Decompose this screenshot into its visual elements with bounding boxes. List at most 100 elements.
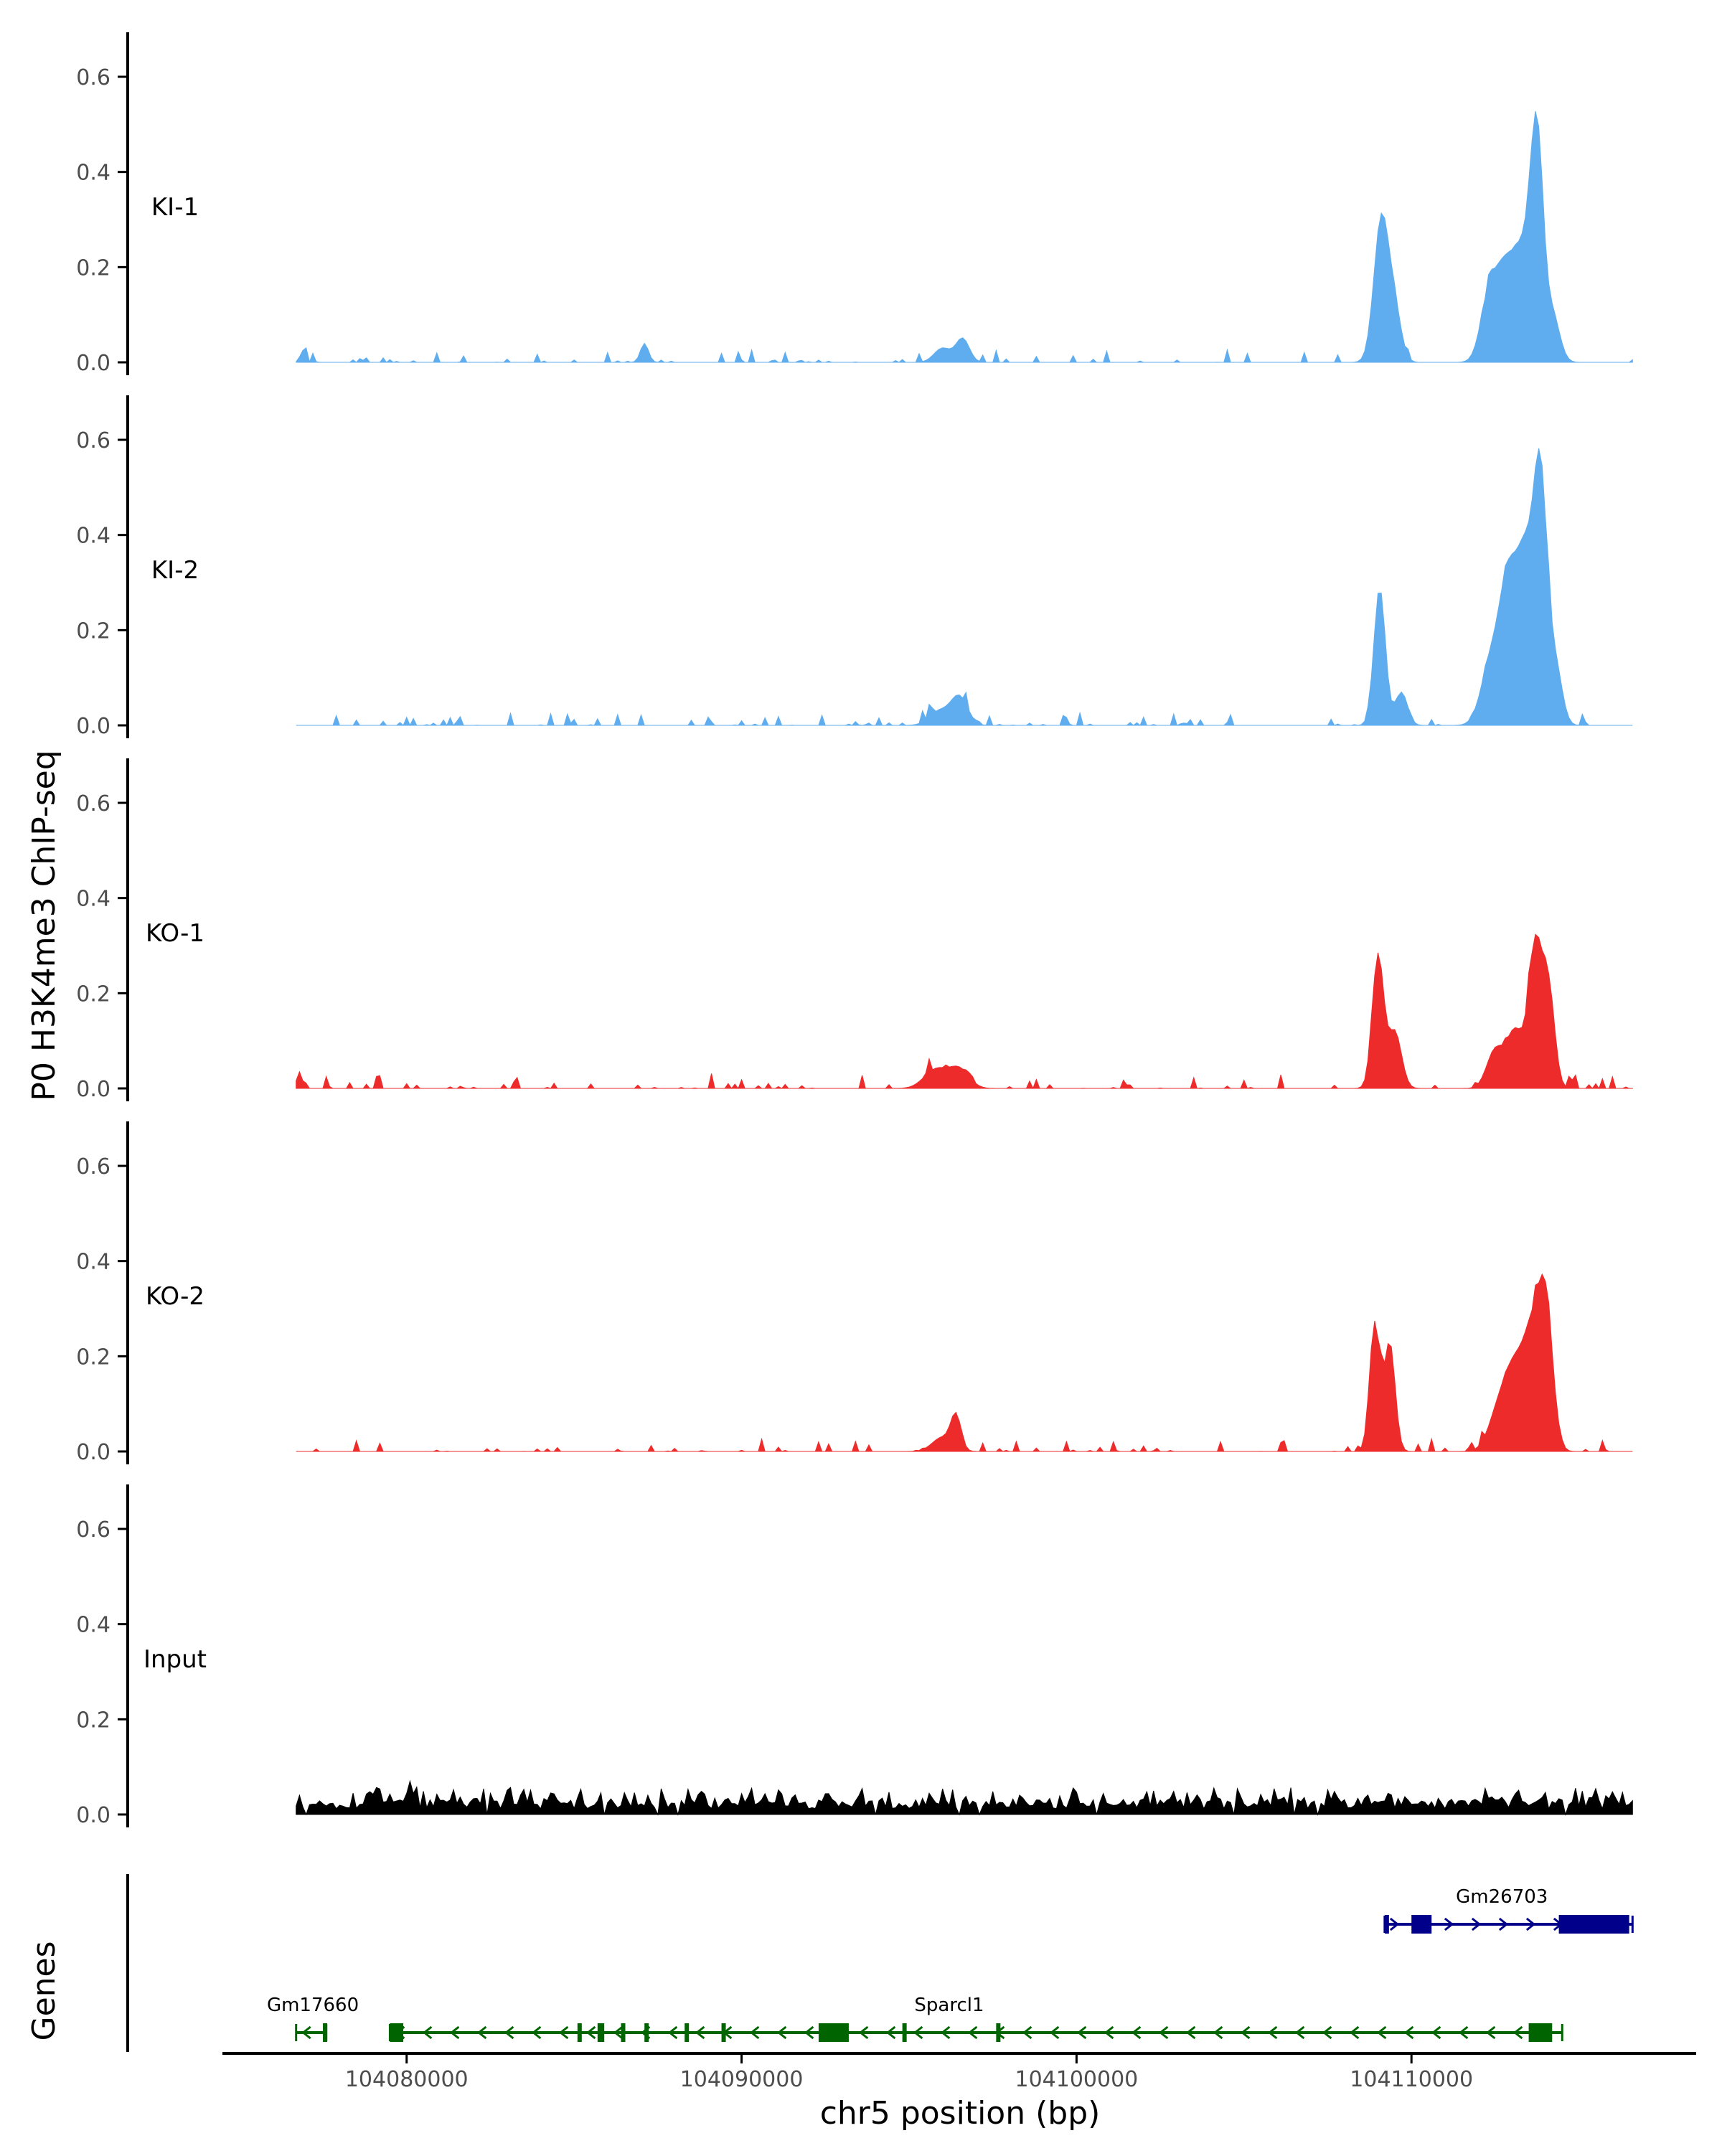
track-ki-2: 0.0 0.2 0.4 0.6 KI-2 — [76, 395, 1633, 739]
y-tick-label: 0.4 — [76, 524, 110, 549]
strand-arrow — [450, 2025, 460, 2040]
strand-arrow — [1389, 1917, 1400, 1931]
track-label: KO-1 — [146, 919, 204, 948]
track-ko-1: 0.0 0.2 0.4 0.6 KO-1 — [76, 758, 1633, 1102]
y-tick-label: 0.6 — [76, 791, 110, 816]
x-tick-label: 104110000 — [1350, 2067, 1473, 2092]
strand-arrow — [1525, 1917, 1536, 1931]
exon — [1528, 2023, 1553, 2042]
strand-arrow — [586, 2025, 596, 2040]
strand-arrow — [1444, 1917, 1454, 1931]
gene-name: Gm26703 — [1456, 1886, 1548, 1908]
y-tick-label: 0.4 — [76, 1613, 110, 1638]
gene-gm26703: Gm26703 — [1383, 1886, 1634, 1934]
track-input: 0.0 0.2 0.4 0.6 Input — [76, 1484, 1633, 1828]
y-tick-label: 0.2 — [76, 618, 110, 644]
strand-arrow — [859, 2025, 869, 2040]
strand-arrow — [1498, 1917, 1509, 1931]
strand-arrow — [532, 2025, 542, 2040]
strand-arrow — [504, 2025, 514, 2040]
signal-tracks: 0.00.20.40.6KI-10.00.20.40.6KI-20.00.20.… — [76, 32, 1633, 1828]
strand-arrow — [968, 2025, 978, 2040]
strand-arrow — [1131, 2025, 1142, 2040]
strand-arrow — [1377, 2025, 1387, 2040]
y-tick-label: 0.2 — [76, 1345, 110, 1370]
gene-sparcl1: Sparcl1 — [388, 1995, 1563, 2042]
strand-arrow — [1077, 2025, 1087, 2040]
x-tick-label: 104090000 — [680, 2067, 804, 2092]
strand-arrow — [913, 2025, 923, 2040]
strand-arrow — [1513, 2025, 1523, 2040]
exon — [621, 2023, 626, 2042]
strand-arrow — [1295, 2025, 1305, 2040]
strand-arrow — [695, 2025, 705, 2040]
x-axis-title: chr5 position (bp) — [820, 2095, 1101, 2132]
y-tick-label: 0.4 — [76, 887, 110, 912]
y-tick-label: 0.0 — [76, 1803, 110, 1828]
track-label: KI-2 — [151, 556, 199, 585]
track-label: KI-1 — [151, 193, 199, 222]
strand-arrow — [804, 2025, 814, 2040]
y-tick-label: 0.6 — [76, 428, 110, 453]
signal-area-ki-2 — [296, 448, 1633, 727]
exon — [721, 2023, 726, 2042]
genes-track: Gm26703 Gm17660 Sparcl1 — [126, 1874, 1634, 2052]
exon — [684, 2023, 690, 2042]
exon — [996, 2023, 1001, 2042]
track-ko-2: 0.0 0.2 0.4 0.6 KO-2 — [76, 1121, 1633, 1465]
exon — [1411, 1915, 1432, 1934]
exon — [597, 2023, 605, 2042]
strand-arrow — [559, 2025, 569, 2040]
strand-arrow — [1404, 2025, 1414, 2040]
y-tick-label: 0.2 — [76, 982, 110, 1007]
exon — [644, 2023, 649, 2042]
y-tick-label: 0.6 — [76, 1154, 110, 1180]
gene-name: Sparcl1 — [914, 1995, 984, 2016]
exon — [1384, 1915, 1389, 1934]
strand-arrow — [1459, 2025, 1469, 2040]
strand-arrow — [1322, 2025, 1332, 2040]
strand-arrow — [613, 2025, 624, 2040]
signal-area-input — [296, 1779, 1633, 1816]
strand-arrow — [1159, 2025, 1169, 2040]
exon — [323, 2023, 328, 2042]
strand-arrow — [1268, 2025, 1278, 2040]
strand-arrow — [1186, 2025, 1196, 2040]
exon — [1558, 1915, 1629, 1934]
signal-area-ko-1 — [296, 933, 1633, 1090]
gene-name: Gm17660 — [267, 1995, 359, 2016]
strand-arrow — [1471, 1917, 1482, 1931]
strand-arrow — [1350, 2025, 1360, 2040]
y-tick-label: 0.0 — [76, 1077, 110, 1102]
strand-arrow — [1213, 2025, 1223, 2040]
track-label: Input — [144, 1645, 207, 1674]
y-tick-label: 0.6 — [76, 1517, 110, 1543]
strand-arrow — [668, 2025, 678, 2040]
y-tick-label: 0.4 — [76, 161, 110, 186]
strand-arrow — [1050, 2025, 1060, 2040]
strand-arrow — [1104, 2025, 1114, 2040]
strand-arrow — [941, 2025, 951, 2040]
strand-arrow — [1241, 2025, 1251, 2040]
strand-arrow — [301, 2025, 311, 2040]
strand-arrow — [477, 2025, 487, 2040]
strand-arrow — [886, 2025, 896, 2040]
signal-area-ko-2 — [296, 1273, 1633, 1452]
y-tick-label: 0.0 — [76, 351, 110, 376]
y-axis-title: P0 H3K4me3 ChIP-seq — [26, 750, 62, 1101]
exon — [818, 2023, 849, 2042]
strand-arrow — [750, 2025, 760, 2040]
exon — [577, 2023, 582, 2042]
track-ki-1: 0.0 0.2 0.4 0.6 KI-1 — [76, 32, 1633, 376]
x-tick-label: 104100000 — [1015, 2067, 1138, 2092]
y-tick-label: 0.6 — [76, 65, 110, 90]
y-tick-label: 0.0 — [76, 714, 110, 739]
strand-arrow — [1486, 2025, 1496, 2040]
x-tick-label: 104080000 — [345, 2067, 469, 2092]
exon — [902, 2023, 907, 2042]
signal-area-ki-1 — [296, 110, 1633, 363]
strand-arrow — [1022, 2025, 1032, 2040]
x-axis: 104080000 104090000 104100000 104110000 — [222, 2052, 1696, 2092]
